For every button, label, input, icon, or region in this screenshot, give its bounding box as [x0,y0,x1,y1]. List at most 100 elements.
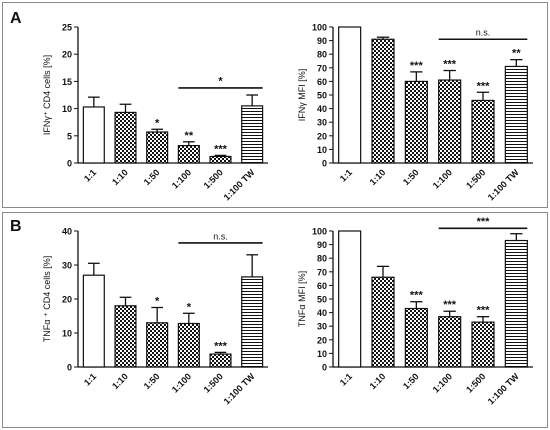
tnfa-percent-chart: 0 10 20 30 40 TNFα ⁺ CD4 cells [%] 1:1 1:10 * 1:5… [42,227,268,406]
y-tick-label: 80 [317,254,327,264]
y-tick-label: 90 [317,36,327,46]
category-label: 1:100 [170,371,193,394]
bar [404,80,428,164]
category-label: 1:100 TW [222,167,257,202]
bar [114,305,137,368]
bar [438,316,462,368]
category-label: 1:100 [170,167,193,190]
y-tick-label: 10 [317,145,327,155]
bar [438,79,462,164]
panel-a-frame [2,2,548,208]
y-tick-label: 20 [62,50,72,60]
bar [209,155,232,164]
category-label: 1:100 TW [222,371,257,406]
significance-marker: * [155,296,160,308]
bar [471,99,495,164]
bar [504,65,528,164]
y-tick-label: 10 [317,349,327,359]
bar [241,276,264,368]
significance-marker: ** [512,48,521,60]
bar [177,322,200,368]
category-label: 1:100 [431,167,454,190]
bar [114,111,137,164]
category-label: 1:500 [202,167,225,190]
y-tick-label: 70 [317,267,327,277]
y-tick-label: 20 [62,295,72,305]
category-label: 1:100 [431,371,454,394]
y-tick-label: 10 [62,329,72,339]
y-tick-label: 100 [312,227,327,237]
y-tick-label: 20 [317,335,327,345]
y-tick-label: 5 [67,131,72,141]
category-label: 1:50 [401,371,421,391]
y-tick-label: 10 [62,104,72,114]
bar [338,230,362,368]
y-tick-label: 0 [67,159,72,169]
bar [404,307,428,368]
category-label: 1:100 TW [486,167,521,202]
significance-marker: ** [185,130,194,142]
bar [82,274,105,368]
y-tick-label: 60 [317,77,327,87]
y-axis-title: TNFα ⁺ CD4 cells [%] [42,256,52,342]
category-label: 1:50 [142,371,162,391]
y-tick-label: 40 [317,104,327,114]
significance-marker: *** [214,143,228,155]
significance-marker: *** [214,340,228,352]
bracket-label: * [218,75,223,87]
tnfa-mfi-chart: 0 10 20 30 40 50 60 70 80 90 100 TNFα MFI [%] 1:1 1:1… [297,216,533,406]
y-tick-label: 90 [317,240,327,250]
category-label: 1:1 [82,371,98,387]
bar [146,322,169,368]
y-axis-title: IFNγ MFI [%] [297,69,307,122]
bar [177,144,200,164]
panel-a-label: A [10,10,22,27]
bar [209,353,232,368]
y-tick-label: 40 [62,227,72,237]
bar [371,276,395,368]
y-tick-label: 80 [317,50,327,60]
bar [146,131,169,164]
y-tick-label: 100 [312,23,327,33]
bar [338,26,362,164]
bracket-label: *** [477,216,491,228]
bar [241,105,264,164]
category-label: 1:1 [338,167,354,183]
bar [471,321,495,368]
y-tick-label: 40 [317,308,327,318]
y-tick-label: 15 [62,77,72,87]
y-axis-title: IFNγ⁺ CD4 cells [%] [42,55,52,135]
category-label: 1:1 [338,371,354,387]
y-tick-label: 20 [317,131,327,141]
y-tick-label: 50 [317,91,327,101]
category-label: 1:500 [464,371,487,394]
y-tick-label: 70 [317,63,327,73]
category-label: 1:500 [464,167,487,190]
panel-b-frame [2,212,548,428]
category-label: 1:10 [110,167,130,187]
y-tick-label: 50 [317,295,327,305]
significance-marker: *** [410,290,424,302]
y-tick-label: 30 [62,261,72,271]
significance-marker: *** [477,305,491,317]
y-tick-label: 60 [317,281,327,291]
y-tick-label: 30 [317,118,327,128]
panel-b-label: B [10,218,22,235]
significance-marker: *** [443,299,457,311]
category-label: 1:100 TW [486,371,521,406]
ifng-percent-chart: 0 5 10 15 20 25 IFNγ⁺ CD4 cells [%] 1:1 1:10 * 1:5… [42,23,268,202]
bar [371,38,395,164]
bar [82,106,105,164]
category-label: 1:1 [82,167,98,183]
significance-marker: * [187,301,192,313]
significance-marker: *** [477,80,491,92]
y-tick-label: 30 [317,322,327,332]
category-label: 1:10 [110,371,130,391]
significance-marker: *** [410,60,424,72]
category-label: 1:50 [401,167,421,187]
category-label: 1:50 [142,167,162,187]
y-tick-label: 0 [322,363,327,373]
bracket-label: n.s. [213,231,228,241]
category-label: 1:10 [368,371,388,391]
